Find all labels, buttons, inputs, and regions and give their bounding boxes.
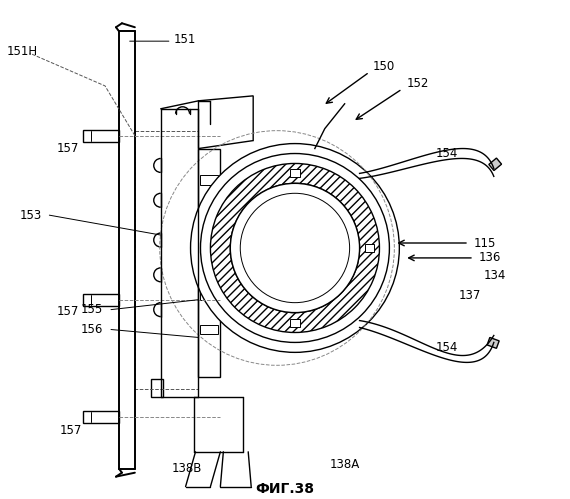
- Text: 150: 150: [373, 59, 395, 72]
- Circle shape: [230, 183, 360, 312]
- Text: 115: 115: [474, 237, 496, 250]
- Bar: [201, 290, 218, 300]
- Text: 157: 157: [56, 142, 79, 155]
- Bar: [365, 244, 374, 252]
- Bar: [83, 411, 119, 423]
- Bar: [290, 318, 300, 326]
- Polygon shape: [198, 96, 253, 149]
- Bar: [135, 131, 198, 389]
- Bar: [83, 130, 119, 142]
- Bar: [201, 324, 218, 334]
- Circle shape: [190, 144, 400, 352]
- Text: 151H: 151H: [7, 44, 38, 57]
- Bar: [290, 170, 300, 177]
- Text: 154: 154: [436, 147, 458, 160]
- Text: 153: 153: [19, 209, 42, 222]
- Wedge shape: [210, 164, 380, 332]
- Bar: [198, 149, 221, 377]
- Circle shape: [241, 193, 349, 303]
- Text: 157: 157: [59, 425, 82, 438]
- Text: 155: 155: [81, 303, 103, 316]
- Bar: [83, 294, 119, 306]
- Text: 151: 151: [174, 32, 196, 46]
- Text: 136: 136: [479, 251, 501, 264]
- Bar: [489, 158, 502, 171]
- Text: 154: 154: [436, 341, 458, 354]
- Text: 138A: 138A: [329, 458, 360, 471]
- Text: 152: 152: [406, 77, 429, 90]
- Bar: [201, 210, 218, 220]
- Circle shape: [201, 154, 389, 342]
- Text: 157: 157: [56, 305, 79, 318]
- Bar: [201, 250, 218, 260]
- Text: 138B: 138B: [172, 462, 202, 475]
- Text: ФИГ.38: ФИГ.38: [255, 482, 315, 496]
- Text: 156: 156: [81, 323, 104, 336]
- Bar: [201, 175, 218, 185]
- Text: 134: 134: [484, 269, 506, 282]
- Bar: [487, 337, 499, 348]
- Text: 137: 137: [459, 289, 482, 302]
- Bar: [151, 379, 162, 397]
